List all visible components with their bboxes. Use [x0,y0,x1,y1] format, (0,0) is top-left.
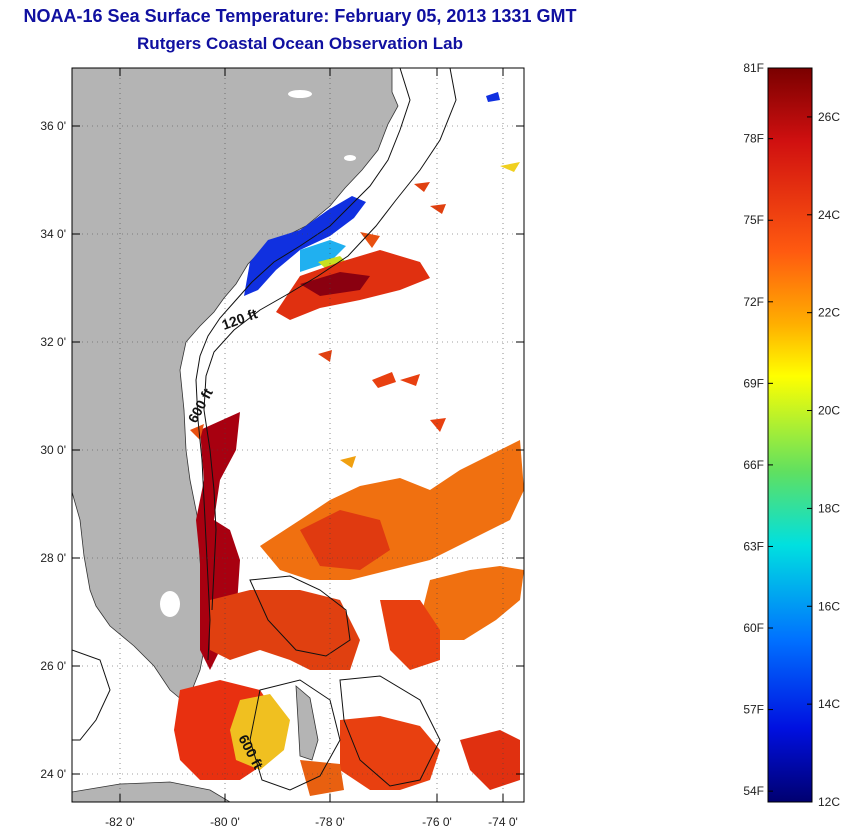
colorbar-f-label: 63F [743,539,764,553]
lat-tick-30: 30 0' [40,443,66,457]
lat-tick-26: 26 0' [40,659,66,673]
grid-lines [72,68,524,802]
lat-tick-36: 36 0' [40,119,66,133]
colorbar-c-label: 22C [818,306,840,320]
colorbar-c-label: 24C [818,208,840,222]
colorbar-c-label: 26C [818,110,840,124]
colorbar-f-label: 54F [743,784,764,798]
lat-tick-32: 32 0' [40,335,66,349]
lat-tick-24: 24 0' [40,767,66,781]
colorbar-c-label: 18C [818,501,840,515]
sst-data [174,92,524,796]
colorbar: 81F 78F 75F 72F 69F 66F 63F 60F 57F 54F 26C 24C 22C… [743,61,840,809]
lon-tick-78: -78 0' [315,815,345,829]
lat-tick-34: 34 0' [40,227,66,241]
colorbar-f-label: 75F [743,213,764,227]
colorbar-c-label: 16C [818,599,840,613]
land-bahamas-2 [295,685,319,761]
lon-tick-82: -82 0' [105,815,135,829]
lake-okeechobee [160,591,180,617]
lat-tick-28: 28 0' [40,551,66,565]
lon-tick-76: -76 0' [422,815,452,829]
colorbar-f-label: 57F [743,703,764,717]
map-frame [71,67,525,803]
title-line-2: Rutgers Coastal Ocean Observation Lab [137,34,463,53]
lake-2 [344,155,356,161]
colorbar-f-label: 69F [743,376,764,390]
lake-1 [288,90,312,98]
lon-tick-74: -74 0' [488,815,518,829]
title-line-1: NOAA-16 Sea Surface Temperature: Februar… [23,6,577,26]
land-us [72,68,399,701]
colorbar-f-label: 81F [743,61,764,75]
colorbar-f-label: 60F [743,621,764,635]
lon-tick-80: -80 0' [210,815,240,829]
colorbar-f-label: 72F [743,295,764,309]
colorbar-f-label: 78F [743,132,764,146]
colorbar-gradient [767,67,813,803]
colorbar-c-label: 12C [818,795,840,809]
bathymetry-contours [72,68,457,791]
tick-marks [72,68,524,802]
colorbar-f-label: 66F [743,458,764,472]
colorbar-c-label: 14C [818,697,840,711]
colorbar-c-label: 20C [818,404,840,418]
